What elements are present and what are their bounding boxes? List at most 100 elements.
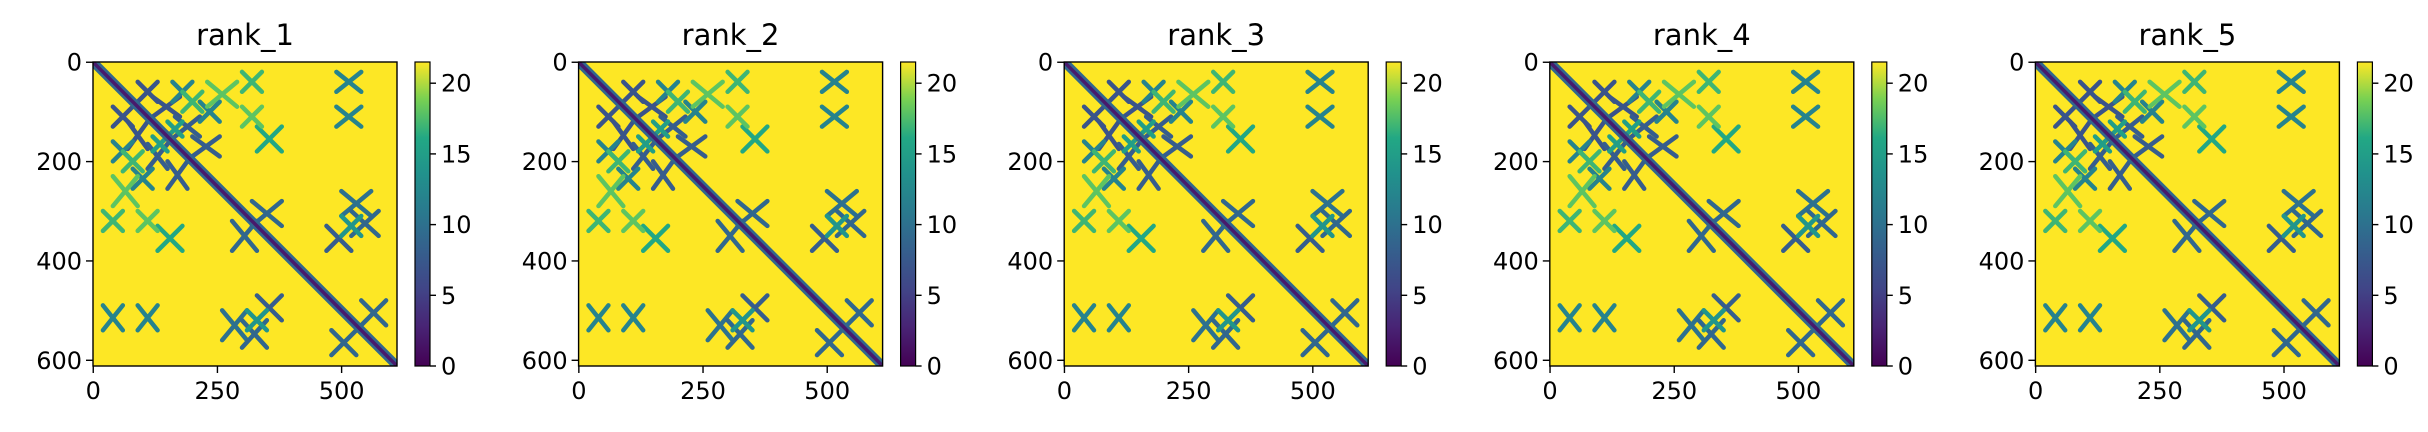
colorbar-tick-label: 20 <box>441 70 472 98</box>
colorbar <box>1871 61 1888 367</box>
x-tick-label: 250 <box>1651 377 1697 405</box>
contact-block-5-upper <box>683 99 708 124</box>
x-tick-label: 0 <box>86 377 101 405</box>
y-tick-label: 400 <box>1007 247 1053 275</box>
contact-block-13-upper <box>2281 188 2316 219</box>
contact-block-8-upper <box>254 124 285 154</box>
y-tick-label: 0 <box>1524 49 1539 77</box>
contact-block-16-lower <box>1151 89 1176 114</box>
colorbar-tick-label: 5 <box>1898 282 1913 310</box>
y-tick-label: 0 <box>67 49 82 77</box>
contact-block-12-upper <box>2276 104 2306 129</box>
contact-block-19-lower <box>339 213 364 239</box>
colorbar-tick-label: 20 <box>927 70 958 98</box>
contact-block-9-lower <box>2043 208 2068 234</box>
y-tick-label: 600 <box>1007 347 1053 375</box>
contact-block-12-upper <box>1305 104 1335 129</box>
contact-block-17-upper <box>2053 173 2083 209</box>
contact-block-9-lower <box>100 208 126 234</box>
contact-block-18-lower <box>2182 104 2207 129</box>
contact-block-11-lower <box>1557 303 1582 333</box>
contact-block-15-upper <box>844 298 874 328</box>
y-tick-label: 600 <box>36 347 82 375</box>
contact-block-16-lower <box>2122 89 2147 114</box>
colorbar-tick-label: 20 <box>2383 70 2414 98</box>
colorbar-tick-label: 15 <box>1412 140 1443 168</box>
colorbar-tick-label: 0 <box>1898 353 1913 381</box>
contact-block-18-lower <box>1210 104 1236 129</box>
colorbar-tick-label: 5 <box>441 282 456 310</box>
colorbar-tick-label: 15 <box>1898 140 1929 168</box>
contact-block-15-lower <box>1300 327 1330 358</box>
x-tick-label: 500 <box>319 377 365 405</box>
diagonal <box>578 62 883 366</box>
x-tick-label: 500 <box>2261 377 2307 405</box>
y-tick-label: 200 <box>1007 148 1053 176</box>
contact-block-19-lower <box>824 213 850 239</box>
contact-block-9-lower <box>1557 208 1582 234</box>
axes-frame <box>1063 61 1369 367</box>
colorbar <box>1385 61 1402 367</box>
contact-block-16-upper <box>2062 149 2088 174</box>
x-tick-label: 250 <box>195 377 241 405</box>
contact-block-3-upper <box>1646 134 1679 159</box>
contact-block-16-upper <box>1091 149 1117 174</box>
contact-block-12-upper <box>1790 104 1821 129</box>
colorbar-tick-label: 5 <box>1412 282 1427 310</box>
contact-block-11-lower <box>586 303 611 333</box>
diagonal <box>93 62 397 366</box>
contact-block-3-upper <box>190 134 222 159</box>
contact-block-9-upper <box>1696 69 1721 95</box>
contact-block-13-lower <box>2162 308 2192 343</box>
contact-block-5-lower <box>616 166 641 191</box>
x-tick-label: 250 <box>1166 377 1212 405</box>
x-tick-label: 250 <box>2137 377 2183 405</box>
contact-block-8-upper <box>740 124 770 154</box>
x-tick-label: 0 <box>2028 377 2043 405</box>
diagonal <box>1549 62 1854 366</box>
panel-title: rank_5 <box>2138 18 2236 52</box>
colorbar-tick-label: 10 <box>927 211 958 239</box>
contact-block-18-lower <box>239 104 265 129</box>
contact-block-12-lower <box>1592 303 1617 333</box>
colorbar-tick-label: 5 <box>2383 282 2398 310</box>
axes-frame <box>577 61 884 367</box>
contact-block-15-upper <box>2301 298 2331 328</box>
contact-block-5-upper <box>197 99 222 124</box>
y-tick-label: 600 <box>1493 347 1539 375</box>
y-tick-label: 200 <box>1493 148 1539 176</box>
contact-block-8-lower <box>155 223 185 254</box>
panel-title: rank_4 <box>1653 18 1751 52</box>
contact-block-11-upper <box>1790 69 1821 95</box>
contact-block-19-upper <box>1701 308 1726 333</box>
contact-block-18-upper <box>621 208 646 234</box>
contact-block-3-lower <box>2107 159 2133 191</box>
colorbar <box>414 61 431 367</box>
contact-block-19-lower <box>2281 213 2306 239</box>
contact-block-3-lower <box>650 159 676 191</box>
x-tick-label: 500 <box>804 377 850 405</box>
y-tick-label: 400 <box>522 247 568 275</box>
contact-block-12-lower <box>1106 303 1132 333</box>
colorbar-tick-label: 15 <box>927 140 958 168</box>
colorbar <box>2356 61 2373 367</box>
panel-title: rank_3 <box>1167 18 1265 52</box>
contact-block-3-upper <box>675 134 708 159</box>
contact-block-19-lower <box>1795 213 1821 239</box>
y-tick-label: 400 <box>36 247 82 275</box>
contact-block-9-lower <box>1071 208 1097 234</box>
contact-block-15-lower <box>814 327 845 358</box>
contact-block-13-upper <box>339 188 374 219</box>
contact-block-9-upper <box>239 69 265 95</box>
contact-block-12-lower <box>621 303 646 333</box>
panel-title: rank_2 <box>682 18 780 52</box>
contact-block-17-lower <box>204 79 240 109</box>
contact-block-11-lower <box>1071 303 1097 333</box>
colorbar <box>899 61 917 367</box>
contact-block-5-lower <box>2072 166 2098 191</box>
x-tick-label: 0 <box>571 377 586 405</box>
x-tick-label: 250 <box>680 377 726 405</box>
